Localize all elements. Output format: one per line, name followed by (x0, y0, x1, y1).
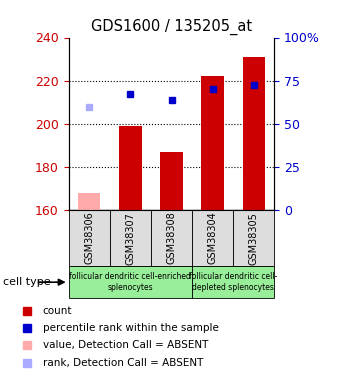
Bar (69, 266, 192, 298)
Title: GDS1600 / 135205_at: GDS1600 / 135205_at (91, 18, 252, 35)
Bar (201, 76, 224, 210)
Bar (69, 210, 110, 266)
Bar (160, 152, 183, 210)
Text: GSM38307: GSM38307 (125, 211, 135, 265)
Bar (119, 126, 142, 210)
Bar (192, 266, 274, 298)
Bar (243, 57, 265, 210)
Bar (151, 210, 192, 266)
Text: value, Detection Call = ABSENT: value, Detection Call = ABSENT (43, 340, 208, 350)
Bar (192, 210, 233, 266)
Text: follicular dendritic cell-enriched
splenocytes: follicular dendritic cell-enriched splen… (69, 273, 191, 292)
Text: GSM38306: GSM38306 (84, 212, 94, 264)
Text: cell type: cell type (3, 277, 51, 287)
Bar (233, 210, 274, 266)
Text: GSM38305: GSM38305 (249, 211, 259, 265)
Text: follicular dendritic cell-
depleted splenocytes: follicular dendritic cell- depleted sple… (189, 273, 277, 292)
Text: rank, Detection Call = ABSENT: rank, Detection Call = ABSENT (43, 358, 203, 368)
Text: GSM38308: GSM38308 (166, 212, 177, 264)
Bar (78, 193, 100, 210)
Text: percentile rank within the sample: percentile rank within the sample (43, 323, 218, 333)
Bar (110, 210, 151, 266)
Text: count: count (43, 306, 72, 315)
Text: GSM38304: GSM38304 (208, 212, 218, 264)
